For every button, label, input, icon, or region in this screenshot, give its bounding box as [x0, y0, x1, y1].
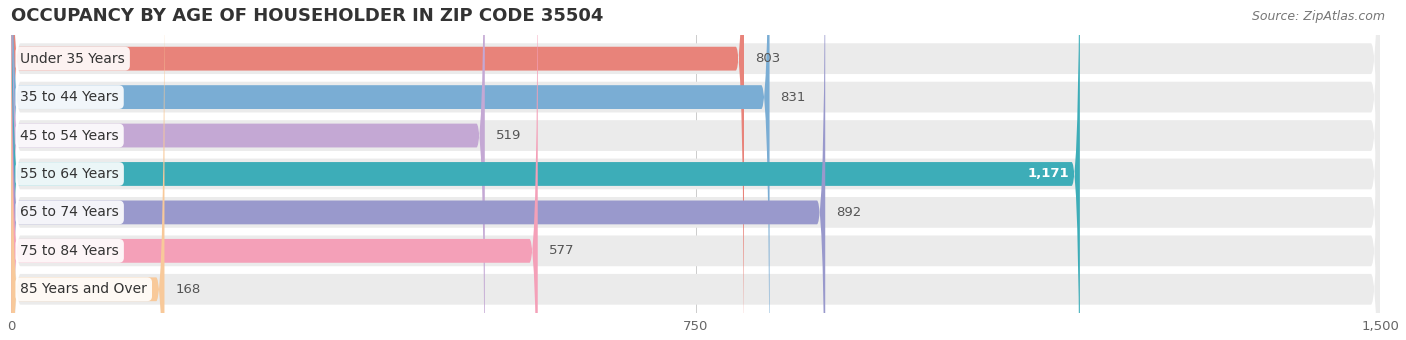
Text: OCCUPANCY BY AGE OF HOUSEHOLDER IN ZIP CODE 35504: OCCUPANCY BY AGE OF HOUSEHOLDER IN ZIP C…: [11, 7, 603, 25]
Text: Under 35 Years: Under 35 Years: [20, 52, 125, 66]
FancyBboxPatch shape: [11, 0, 1381, 340]
FancyBboxPatch shape: [11, 0, 1381, 340]
Text: 577: 577: [548, 244, 574, 257]
Text: 892: 892: [837, 206, 862, 219]
Text: 55 to 64 Years: 55 to 64 Years: [20, 167, 120, 181]
FancyBboxPatch shape: [11, 0, 485, 340]
FancyBboxPatch shape: [11, 0, 537, 340]
Text: 35 to 44 Years: 35 to 44 Years: [20, 90, 120, 104]
Text: 65 to 74 Years: 65 to 74 Years: [20, 205, 120, 219]
FancyBboxPatch shape: [11, 0, 165, 340]
Text: 803: 803: [755, 52, 780, 65]
FancyBboxPatch shape: [11, 0, 1381, 340]
FancyBboxPatch shape: [11, 0, 1381, 340]
Text: 168: 168: [176, 283, 201, 296]
Text: Source: ZipAtlas.com: Source: ZipAtlas.com: [1251, 10, 1385, 23]
Text: 85 Years and Over: 85 Years and Over: [20, 282, 148, 296]
Text: 519: 519: [496, 129, 522, 142]
FancyBboxPatch shape: [11, 0, 1381, 340]
FancyBboxPatch shape: [11, 0, 1381, 340]
FancyBboxPatch shape: [11, 0, 1381, 340]
FancyBboxPatch shape: [11, 0, 1080, 340]
Text: 75 to 84 Years: 75 to 84 Years: [20, 244, 120, 258]
FancyBboxPatch shape: [11, 0, 744, 340]
FancyBboxPatch shape: [11, 0, 825, 340]
Text: 1,171: 1,171: [1028, 168, 1069, 181]
Text: 831: 831: [780, 90, 806, 104]
Text: 45 to 54 Years: 45 to 54 Years: [20, 129, 120, 142]
FancyBboxPatch shape: [11, 0, 769, 340]
